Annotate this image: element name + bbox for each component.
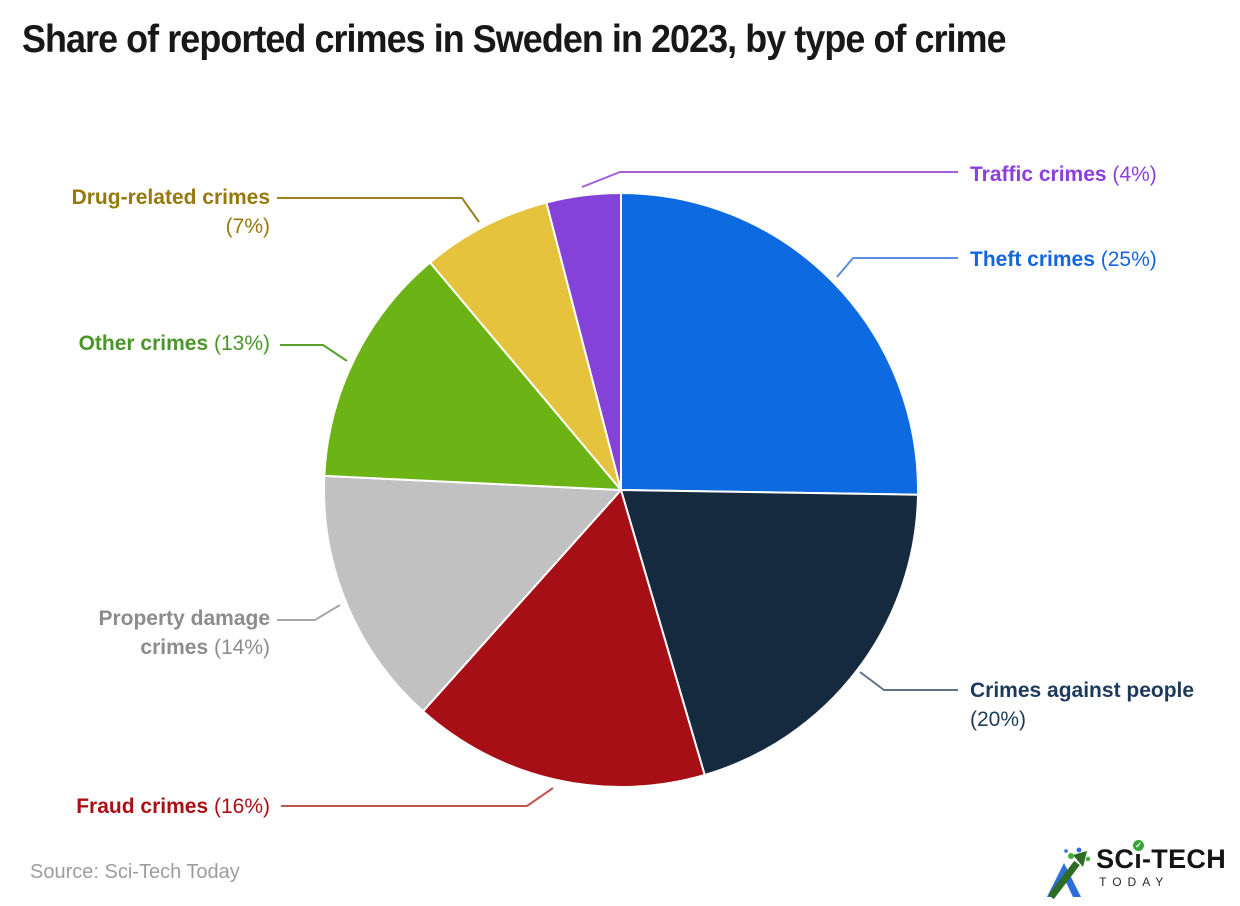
pie-label-name: Crimes against people [970,679,1195,702]
pie-label-percent: (14%) [213,636,270,659]
pie-slice-theft-crimes [620,192,920,496]
pie-label-crimes-against-people: Crimes against people (20%) [970,676,1210,734]
pie-slices [322,191,920,789]
pie-label-name: Traffic crimes [970,163,1107,186]
leader-line-property-damage-crimes [277,604,341,621]
leader-lines [277,171,958,807]
pie-slice-crimes-against-people [620,489,919,776]
pie-label-property-damage-crimes: Property damage crimes (14%) [80,604,270,662]
pie-label-name: Drug-related crimes [71,186,270,209]
leader-line-crimes-against-people [859,671,958,691]
logo-text: SCı ✓ -TECH TODAY [1096,840,1226,889]
pie-label-name: Property damage crimes [98,607,270,659]
pie-slice-other-crimes [323,261,622,491]
pie-label-name: Theft crimes [970,248,1095,271]
pie-label-percent: (7%) [225,215,270,238]
pie-label-percent: (25%) [1100,248,1157,271]
pie-label-drug-related-crimes: Drug-related crimes (7%) [35,183,270,241]
leader-line-fraud-crimes [281,787,554,807]
check-icon: ✓ [1133,840,1145,851]
pie-label-percent: (4%) [1112,163,1157,186]
leader-line-traffic-crimes [581,171,958,188]
pie-label-name: Other crimes [78,332,209,355]
logo-wordmark: SCı ✓ -TECH [1096,840,1226,874]
pie-label-name: Fraud crimes [76,795,209,818]
pie-label-other-crimes: Other crimes (13%) [79,329,270,358]
pie-slice-drug-related-crimes [429,201,622,491]
leader-line-other-crimes [280,344,348,362]
source-name: Sci-Tech Today [104,861,240,883]
sci-tech-today-logo: SCı ✓ -TECH TODAY [1045,840,1226,899]
pie-slice-property-damage-crimes [322,474,622,713]
pie-slice-traffic-crimes [545,191,622,491]
pie-label-fraud-crimes: Fraud crimes (16%) [76,792,270,821]
pie-label-theft-crimes: Theft crimes (25%) [970,245,1157,274]
pie-label-percent: (20%) [970,708,1027,731]
pie-label-traffic-crimes: Traffic crimes (4%) [970,160,1157,189]
logo-subtext: TODAY [1099,875,1170,889]
source-prefix: Source: [30,861,99,883]
chart-title: Share of reported crimes in Sweden in 20… [22,18,1007,61]
pie-label-percent: (13%) [213,332,270,355]
leader-line-theft-crimes [836,257,958,278]
pie-label-percent: (16%) [213,795,270,818]
source-caption: Source: Sci-Tech Today [30,861,240,884]
logo-mountain-icon [1047,847,1091,899]
leader-line-drug-related-crimes [277,197,480,223]
pie-slice-fraud-crimes [422,489,706,789]
